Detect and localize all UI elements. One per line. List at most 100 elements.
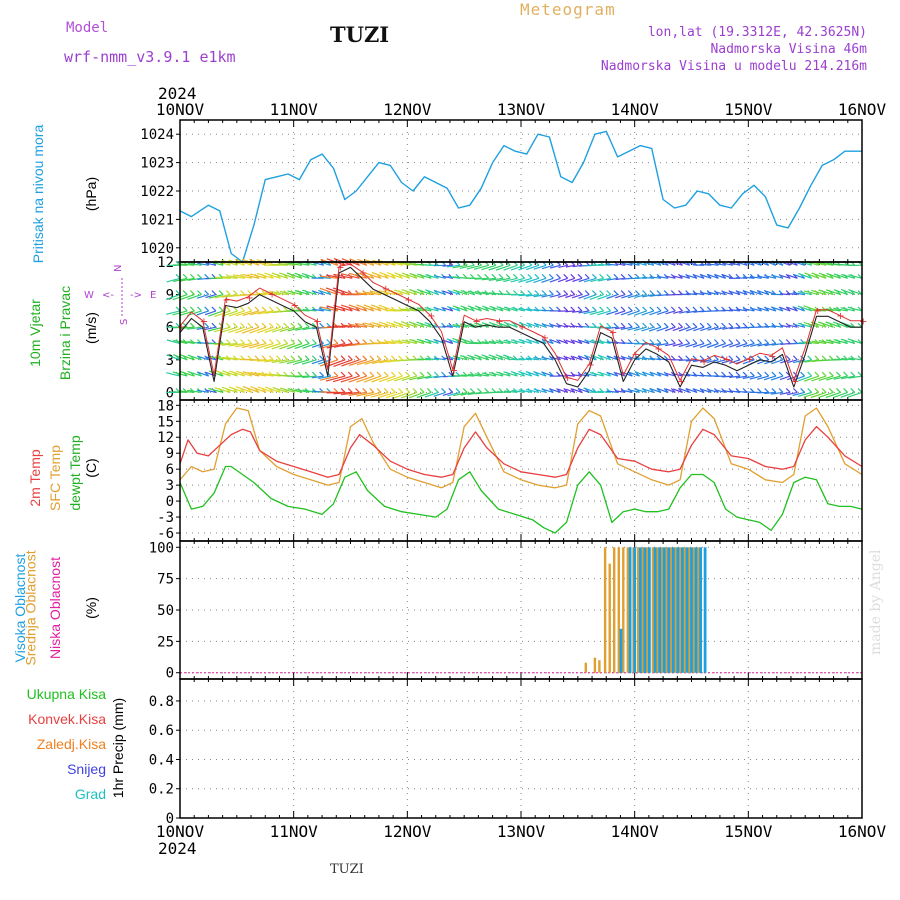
wind-arrow (214, 310, 231, 318)
wind-arrow (334, 325, 353, 328)
wind-arrow (764, 325, 776, 328)
wind-arrow (848, 274, 863, 279)
wind-arrow-head (735, 322, 741, 328)
wind-arrow-head (814, 355, 820, 361)
wind-arrow (841, 273, 855, 279)
wind-arrow (364, 322, 382, 328)
wind-arrow (510, 277, 525, 283)
wind-arrow-head (204, 322, 210, 328)
wind-arrow (729, 309, 741, 312)
y-tick-label: 3 (166, 478, 174, 494)
wind-arrow-head (362, 387, 368, 393)
wind-arrow (826, 339, 841, 345)
wind-arrow-head (254, 339, 260, 344)
wind-arrow-head (455, 387, 461, 393)
wind-arrow (460, 354, 475, 361)
wind-gust-marker: + (518, 322, 526, 333)
wind-arrow (779, 391, 791, 395)
wind-arrow (649, 371, 662, 377)
wind-arrow (511, 307, 525, 312)
wind-arrow-head (441, 371, 447, 377)
compass-south: S (119, 319, 130, 325)
wind-arrow (371, 271, 389, 279)
wind-arrow (424, 307, 439, 312)
wind-arrow-head (376, 355, 382, 361)
wind-arrow (364, 359, 382, 365)
wind-arrow (467, 305, 482, 312)
wind-arrow (249, 273, 267, 279)
wind-arrow-head (355, 339, 360, 344)
wind-arrow (833, 375, 848, 380)
wind-arrow (166, 339, 181, 345)
wind-arrow (729, 290, 741, 296)
wind-arrow (797, 322, 812, 328)
pressure-unit: (hPa) (83, 176, 99, 212)
wind-arrow-head (563, 290, 569, 296)
wind-arrow (764, 275, 777, 279)
wind-arrow (818, 289, 834, 296)
wind-arrow (707, 291, 719, 296)
wind-arrow (228, 386, 245, 393)
wind-arrow (495, 354, 511, 361)
wind-arrow-head (757, 339, 762, 344)
wind-gust-marker: + (632, 349, 640, 360)
wind-arrow-head (505, 273, 511, 279)
wind-arrow-head (548, 273, 554, 279)
mid-cloud-bar (692, 547, 695, 673)
wind-arrow (533, 357, 547, 361)
sfc-temp-line (179, 407, 863, 489)
wind-gust-marker: + (814, 306, 822, 317)
wind-arrow (763, 375, 777, 381)
wind-arrow (294, 289, 310, 296)
wind-arrow (286, 342, 303, 350)
wind-arrow-head (721, 371, 727, 377)
wind-arrow (302, 309, 317, 312)
wind-arrow-head (663, 387, 669, 393)
wind-arrow (401, 375, 418, 381)
wind-arrow (187, 294, 202, 300)
y-tick-label: 6 (166, 320, 174, 336)
wind-arrow (597, 354, 611, 361)
wind-arrow (311, 290, 324, 296)
wind-arrow-head (347, 339, 353, 344)
y-tick-label: 100 (149, 540, 174, 556)
wind-arrow-head (577, 339, 583, 344)
wind-arrow (393, 309, 410, 312)
wind-arrow (495, 264, 511, 271)
y-tick-label: 12 (157, 430, 174, 446)
wind-arrow (797, 305, 812, 312)
wind-arrow (589, 294, 604, 300)
precip-ylabel: 1hr Precip (mm) (110, 697, 126, 799)
wind-arrow (641, 310, 654, 316)
wind-arrow (787, 274, 798, 279)
wind-arrow (664, 326, 676, 332)
wind-arrow-head (261, 306, 267, 312)
y-tick-label: 25 (157, 634, 174, 650)
wind-arrow (319, 287, 339, 296)
wind-arrow (442, 325, 453, 328)
wind-arrow (614, 310, 626, 315)
wind-arrow-head (749, 387, 755, 393)
y-tick-label: 0 (166, 811, 174, 827)
panel-border (179, 678, 863, 819)
wind-arrow (583, 294, 597, 300)
wind-arrow (325, 287, 346, 296)
wind-arrow-head (340, 387, 346, 393)
wind-arrow (627, 310, 640, 316)
wind-arrow (241, 342, 260, 349)
wind-arrow (503, 264, 518, 271)
high-cloud-bar (638, 547, 642, 673)
wind-arrow (541, 356, 554, 361)
wind-ylabel: 10m Vjetar (27, 299, 43, 367)
wind-arrow (371, 304, 389, 312)
wind-arrow-head (283, 306, 289, 312)
wind-arrow (326, 274, 346, 279)
y-tick-label: 1022 (140, 184, 174, 200)
wind-arrow-head (670, 355, 676, 361)
wind-arrow (700, 388, 712, 393)
wind-arrow (583, 277, 597, 283)
wind-arrow (196, 310, 209, 316)
wind-arrow-head (247, 306, 253, 312)
wind-arrow (721, 359, 733, 364)
wind-arrow (433, 338, 446, 345)
